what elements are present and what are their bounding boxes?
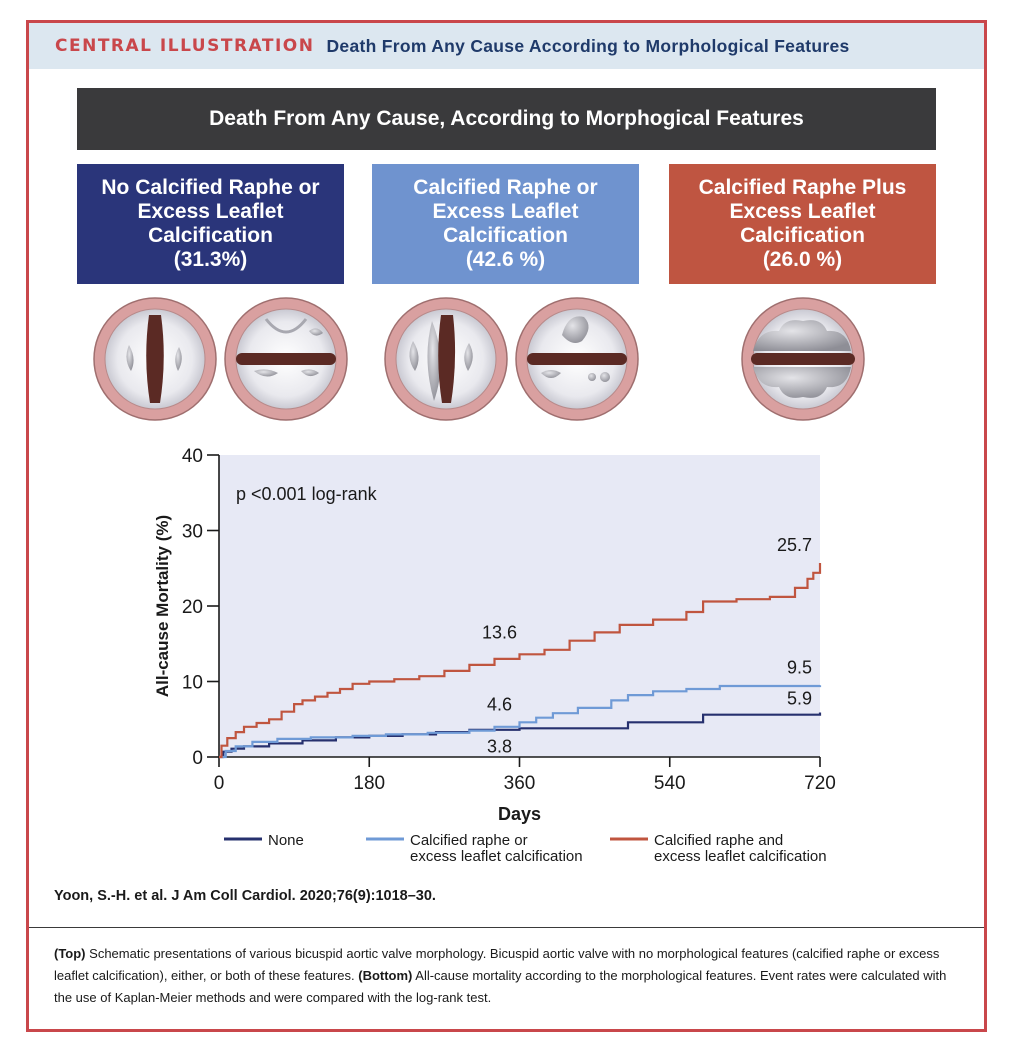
y-tick-label-40: 40: [182, 446, 203, 467]
group-none-box: No Calcified Raphe or Excess Leaflet Cal…: [77, 164, 344, 284]
series-line-1: [219, 684, 822, 759]
x-tick-label-720: 720: [804, 773, 836, 794]
caption-bottom-text: All-cause mortality according to the mor…: [54, 968, 947, 1005]
caption-bottom-label: (Bottom): [358, 968, 413, 983]
legend-label-2-line2: excess leaflet calcification: [654, 848, 827, 865]
valve-none-2: [224, 297, 348, 421]
caption-top-label: (Top): [54, 946, 86, 961]
header-band: CENTRAL ILLUSTRATION Death From Any Caus…: [29, 23, 984, 69]
x-tick-label-0: 0: [214, 773, 225, 794]
x-tick-label-360: 360: [504, 773, 536, 794]
group-both-line1: Calcified Raphe Plus: [698, 176, 907, 199]
legend-label-0-line1: None: [268, 832, 304, 849]
y-tick-label-0: 0: [192, 748, 203, 769]
group-none-line3: Calcification: [148, 224, 273, 247]
legend-label-2-line1: Calcified raphe and: [654, 832, 783, 849]
x-tick-label-540: 540: [654, 773, 686, 794]
x-axis-label: Days: [498, 804, 541, 824]
x-tick-label-180: 180: [353, 773, 385, 794]
illustration-frame: CENTRAL ILLUSTRATION Death From Any Caus…: [26, 20, 987, 1032]
citation: Yoon, S.-H. et al. J Am Coll Cardiol. 20…: [54, 888, 436, 904]
group-either-box: Calcified Raphe or Excess Leaflet Calcif…: [372, 164, 639, 284]
valve-either-2: [515, 297, 639, 421]
data-label-3: 5.9: [787, 688, 812, 708]
valve-either-1: [384, 297, 508, 421]
group-none-pct: (31.3%): [173, 248, 248, 271]
data-label-5: 3.8: [487, 736, 512, 756]
y-tick-label-10: 10: [182, 673, 203, 694]
valve-illustrations: [93, 297, 865, 421]
group-either-pct: (42.6 %): [465, 248, 546, 271]
y-axis-label: All-cause Mortality (%): [153, 515, 172, 697]
group-either-line3: Calcification: [443, 224, 568, 247]
group-both-box: Calcified Raphe Plus Excess Leaflet Calc…: [669, 164, 936, 284]
plot-background: [219, 455, 820, 757]
group-either-line1: Calcified Raphe or: [413, 176, 598, 199]
chart-banner: Death From Any Cause, According to Morph…: [77, 88, 936, 150]
group-both-line2: Excess Leaflet: [729, 200, 876, 223]
header-title: Death From Any Cause According to Morpho…: [326, 35, 850, 56]
caption: (Top) Schematic presentations of various…: [54, 943, 964, 1009]
data-label-4: 4.6: [487, 694, 512, 714]
data-label-0: 25.7: [777, 535, 812, 555]
group-either-line2: Excess Leaflet: [432, 200, 579, 223]
data-label-2: 9.5: [787, 657, 812, 677]
caption-top-text: Schematic presentations of various bicus…: [54, 946, 940, 983]
valve-both: [741, 297, 865, 421]
divider: [29, 927, 984, 928]
y-tick-label-20: 20: [182, 597, 203, 618]
group-none-line1: No Calcified Raphe or: [101, 176, 320, 199]
y-tick-label-30: 30: [182, 522, 203, 543]
series-line-2: [219, 563, 822, 759]
valve-none-1: [93, 297, 217, 421]
legend-label-1-line1: Calcified raphe or: [410, 832, 528, 849]
group-both-pct: (26.0 %): [762, 248, 843, 271]
group-none-line2: Excess Leaflet: [137, 200, 284, 223]
header-tag: CENTRAL ILLUSTRATION: [55, 36, 315, 56]
legend-label-1-line2: excess leaflet calcification: [410, 848, 583, 865]
group-both-line3: Calcification: [740, 224, 865, 247]
log-rank-annotation: p <0.001 log-rank: [236, 484, 378, 504]
data-label-1: 13.6: [482, 622, 517, 642]
